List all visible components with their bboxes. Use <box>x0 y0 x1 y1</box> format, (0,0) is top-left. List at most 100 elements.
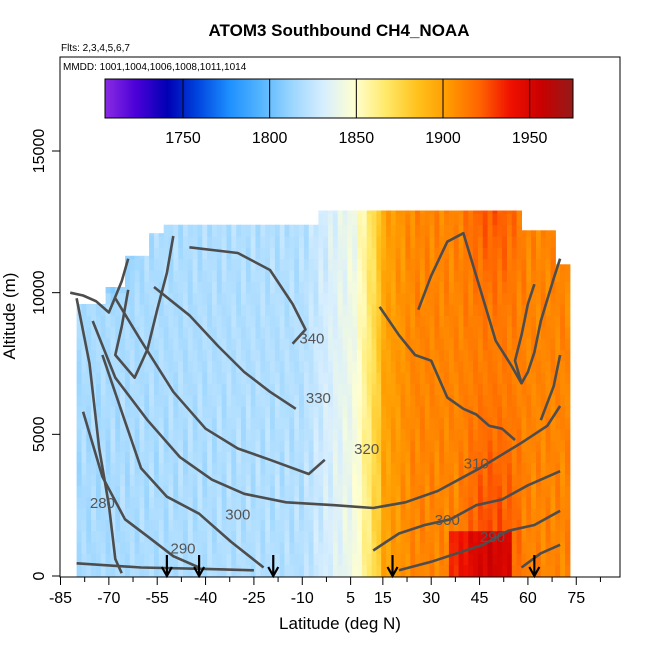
heatmap-cell <box>255 530 261 543</box>
heatmap-cell <box>236 462 242 475</box>
heatmap-cell <box>168 519 174 532</box>
heatmap-cell <box>395 213 402 226</box>
heatmap-cell <box>536 236 542 248</box>
heatmap-cell <box>342 428 348 441</box>
heatmap-cell <box>76 462 82 475</box>
heatmap-cell <box>371 428 377 441</box>
heatmap-cell <box>279 440 286 452</box>
heatmap-cell <box>337 462 344 475</box>
heatmap-cell <box>125 462 131 475</box>
heatmap-cell <box>473 210 479 214</box>
heatmap-cell <box>540 553 547 566</box>
heatmap-cell <box>357 210 363 214</box>
heatmap-cell <box>521 304 527 316</box>
heatmap-cell <box>526 451 532 464</box>
heatmap-cell <box>477 292 484 305</box>
heatmap-cell <box>516 451 522 464</box>
heatmap-cell <box>492 236 498 248</box>
heatmap-cell <box>477 349 484 362</box>
heatmap-cell <box>105 372 111 384</box>
heatmap-cell <box>81 315 87 328</box>
heatmap-cell <box>81 383 87 396</box>
heatmap-cell <box>313 326 319 339</box>
x-axis-label: Latitude (deg N) <box>279 614 401 633</box>
heatmap-cell <box>424 474 431 486</box>
heatmap-cell <box>550 258 556 271</box>
heatmap-cell <box>540 508 547 520</box>
heatmap-cell <box>260 417 266 430</box>
heatmap-cell <box>516 292 522 305</box>
heatmap-cell <box>492 428 498 441</box>
heatmap-cell <box>86 372 92 384</box>
heatmap-cell <box>376 383 382 396</box>
heatmap-cell <box>178 338 184 350</box>
heatmap-cell <box>347 519 353 532</box>
heatmap-cell <box>168 372 174 384</box>
heatmap-cell <box>395 224 402 237</box>
heatmap-cell <box>173 360 179 373</box>
heatmap-cell <box>308 292 315 305</box>
heatmap-cell <box>303 383 310 396</box>
heatmap-cell <box>376 451 382 464</box>
heatmap-cell <box>289 326 295 339</box>
heatmap-cell <box>376 258 382 271</box>
heatmap-cell <box>158 462 165 475</box>
heatmap-cell <box>492 474 498 486</box>
x-tick-label: -25 <box>242 590 265 607</box>
heatmap-cell <box>482 542 489 554</box>
heatmap-cell <box>178 292 184 305</box>
heatmap-cell <box>81 428 87 441</box>
heatmap-cell <box>163 462 170 475</box>
heatmap-cell <box>332 553 339 566</box>
heatmap-cell <box>260 440 266 452</box>
heatmap-cell <box>158 372 165 384</box>
heatmap-cell <box>100 428 107 441</box>
heatmap-cell <box>289 258 295 271</box>
heatmap-cell <box>221 440 228 452</box>
heatmap-cell <box>511 553 518 566</box>
heatmap-cell <box>226 349 232 362</box>
heatmap-cell <box>187 236 194 248</box>
heatmap-cell <box>279 270 286 282</box>
heatmap-cell <box>158 553 165 566</box>
heatmap-cell <box>207 247 213 260</box>
contour-label: 330 <box>306 390 331 407</box>
heatmap-cell <box>458 338 464 350</box>
heatmap-cell <box>526 315 532 328</box>
heatmap-cell <box>226 270 232 282</box>
heatmap-cell <box>502 553 508 566</box>
heatmap-cell <box>125 553 131 566</box>
heatmap-cell <box>144 462 150 475</box>
heatmap-cell <box>395 315 402 328</box>
heatmap-cell <box>255 462 261 475</box>
heatmap-cell <box>192 372 199 384</box>
heatmap-cell <box>202 428 208 441</box>
heatmap-cell <box>173 462 179 475</box>
heatmap-cell <box>405 564 411 577</box>
heatmap-cell <box>221 281 228 294</box>
heatmap-cell <box>424 338 431 350</box>
heatmap-cell <box>120 338 126 350</box>
heatmap-cell <box>482 519 489 532</box>
heatmap-cell <box>245 281 252 294</box>
heatmap-cell <box>318 349 324 362</box>
heatmap-cell <box>419 383 426 396</box>
heatmap-cell <box>502 496 508 509</box>
heatmap-cell <box>555 474 561 486</box>
heatmap-cell <box>81 394 87 407</box>
heatmap-cell <box>482 292 489 305</box>
heatmap-cell <box>347 496 353 509</box>
heatmap-cell <box>183 406 189 418</box>
heatmap-cell <box>516 326 522 339</box>
heatmap-cell <box>405 236 411 248</box>
heatmap-cell <box>545 304 551 316</box>
heatmap-cell <box>129 360 136 373</box>
heatmap-cell <box>303 394 310 407</box>
heatmap-cell <box>294 236 300 248</box>
heatmap-cell <box>308 485 315 498</box>
heatmap-cell <box>284 462 290 475</box>
heatmap-cell <box>105 304 111 316</box>
heatmap-cell <box>91 349 97 362</box>
heatmap-cell <box>371 258 377 271</box>
heatmap-cell <box>357 417 363 430</box>
